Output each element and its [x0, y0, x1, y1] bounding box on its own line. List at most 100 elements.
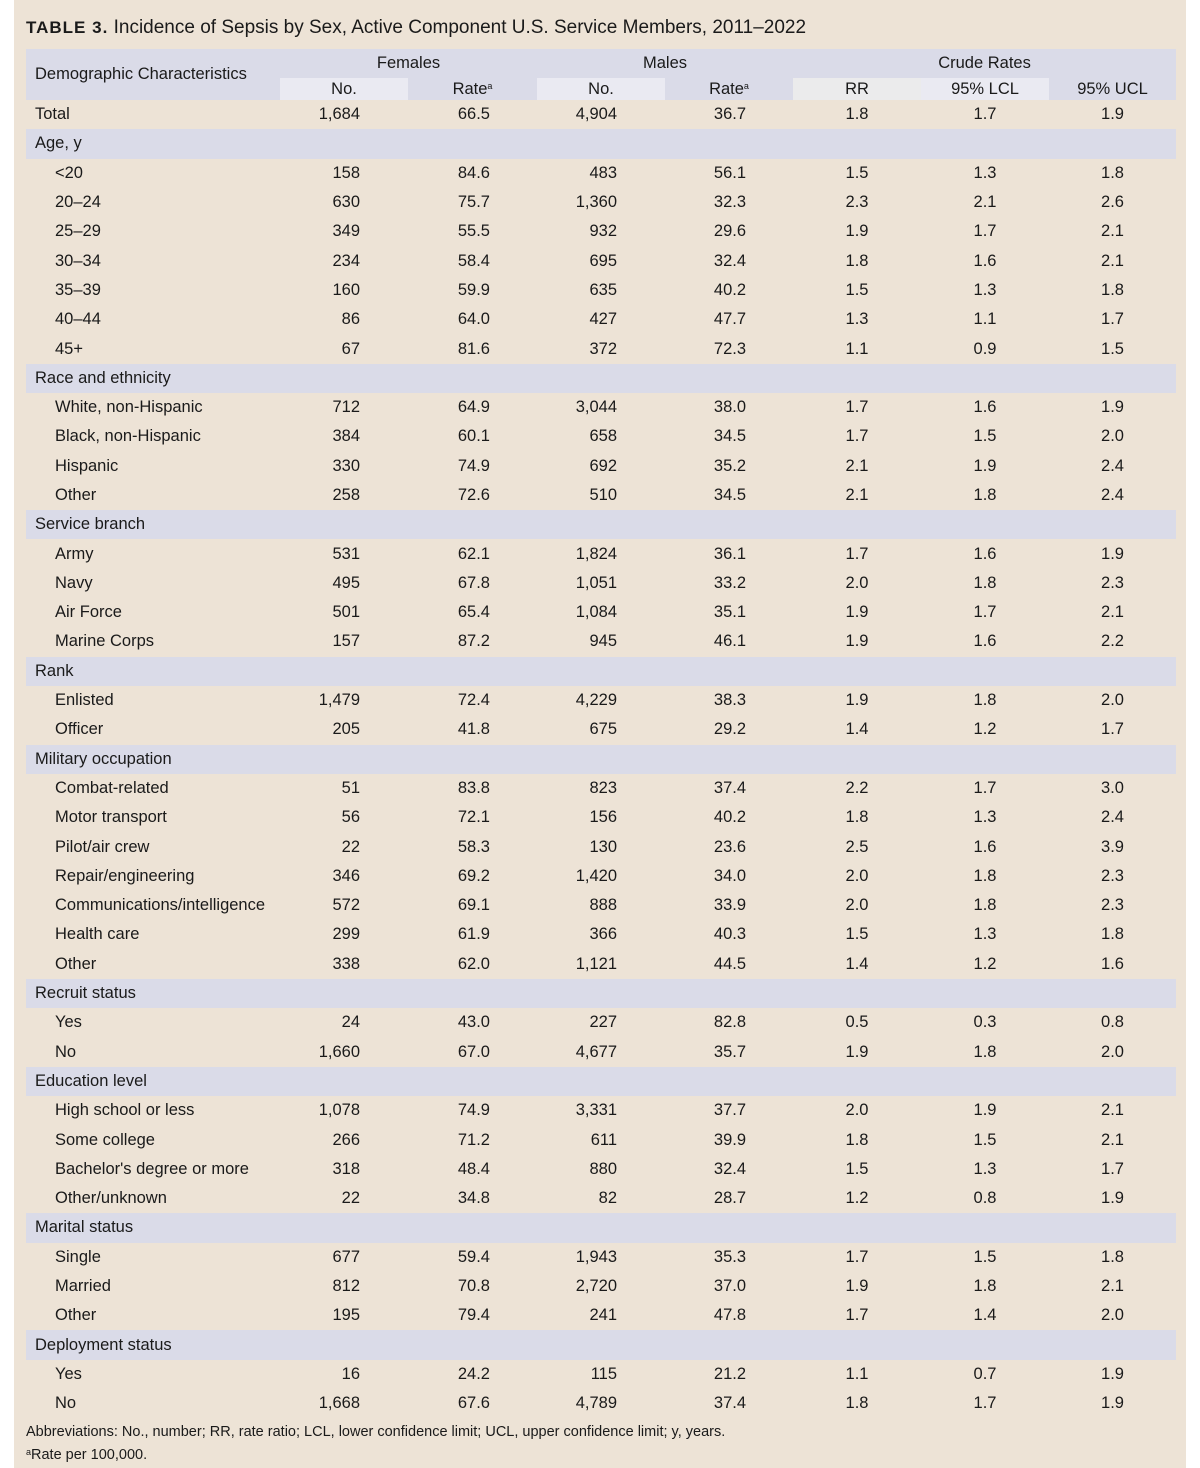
- male-no-cell: 692: [589, 456, 617, 475]
- female-rate-cell: 59.4: [457, 1247, 490, 1266]
- ucl-cell: 2.4: [1101, 486, 1124, 504]
- male-no-cell: 241: [589, 1306, 617, 1325]
- male-no-cell: 372: [589, 339, 617, 358]
- female-rate-cell: 24.2: [457, 1364, 490, 1383]
- male-no-cell: 1,824: [575, 544, 617, 563]
- female-no-cell: 22: [341, 1189, 360, 1208]
- section-row: Rank: [26, 656, 1177, 686]
- male-no-cell: 658: [589, 427, 617, 446]
- rr-cell: 1.1: [845, 339, 869, 358]
- lcl-cell: 0.9: [973, 339, 997, 358]
- female-no-cell: 338: [332, 954, 360, 973]
- table-row: Pilot/air crew 22 58.3 130 23.6 2.5 1.6 3.9: [26, 832, 1176, 861]
- rr-cell: 1.4: [845, 720, 869, 739]
- male-rate-cell: 33.9: [713, 896, 747, 915]
- female-rate-cell: 60.1: [457, 427, 490, 446]
- female-rate-cell: 48.4: [457, 1159, 490, 1178]
- male-no-cell: 1,360: [575, 193, 617, 212]
- header-male-no: No.: [537, 78, 665, 100]
- lcl-cell: 1.1: [973, 310, 997, 329]
- lcl-cell: 1.8: [973, 1277, 997, 1296]
- table-row: Married 812 70.8 2,720 37.0 1.9 1.8 2.1: [26, 1272, 1176, 1301]
- row-label: Health care: [55, 925, 140, 944]
- female-no-cell: 495: [332, 573, 360, 592]
- male-no-cell: 823: [589, 778, 617, 797]
- row-label: Combat-related: [55, 778, 169, 797]
- table-row: Bachelor's degree or more 318 48.4 880 32.4 1…: [26, 1155, 1176, 1184]
- male-rate-cell: 44.5: [713, 954, 747, 973]
- header-rr: RR: [793, 78, 922, 100]
- lcl-cell: 1.3: [973, 280, 997, 299]
- rr-cell: 1.9: [845, 632, 869, 651]
- row-label: Officer: [55, 720, 104, 739]
- male-no-cell: 635: [589, 280, 617, 299]
- rr-cell: 1.8: [845, 1130, 869, 1149]
- table-row: Yes 24 43.0 227 82.8 0.5 0.3 0.8: [26, 1008, 1176, 1037]
- female-no-cell: 299: [332, 925, 360, 944]
- table-row: No 1,668 67.6 4,789 37.4 1.8 1.7 1.9: [26, 1389, 1176, 1418]
- section-label: Deployment status: [26, 1330, 1177, 1360]
- table-row: 30–34 234 58.4 695 32.4 1.8 1.6 2.1: [26, 246, 1176, 275]
- rr-cell: 1.4: [845, 954, 869, 973]
- male-rate-cell: 37.4: [713, 1394, 747, 1413]
- rate-footnote-marker: a: [487, 80, 493, 91]
- ucl-cell: 2.1: [1101, 1130, 1124, 1149]
- lcl-cell: 1.9: [973, 456, 997, 475]
- male-rate-cell: 21.2: [713, 1364, 747, 1383]
- female-no-cell: 234: [332, 251, 360, 270]
- male-rate-cell: 37.4: [713, 778, 747, 797]
- female-rate-cell: 43.0: [457, 1013, 490, 1032]
- male-rate-cell: 38.3: [713, 691, 747, 710]
- section-label: Rank: [26, 656, 1177, 686]
- rr-cell: 1.8: [845, 1394, 869, 1413]
- male-rate-cell: 47.8: [713, 1306, 747, 1325]
- row-label: Yes: [55, 1013, 82, 1032]
- female-no-cell: 160: [332, 280, 360, 299]
- male-rate-cell: 40.2: [713, 280, 747, 299]
- table-row: <20 158 84.6 483 56.1 1.5 1.3 1.8: [26, 159, 1176, 188]
- lcl-cell: 0.3: [973, 1013, 997, 1032]
- header-ucl: 95% UCL: [1049, 78, 1177, 100]
- table-row: Other 258 72.6 510 34.5 2.1 1.8 2.4: [26, 481, 1176, 510]
- header-female-rate: Ratea: [408, 78, 537, 100]
- male-no-cell: 156: [589, 808, 617, 827]
- lcl-cell: 1.7: [973, 222, 997, 241]
- female-no-cell: 1,684: [318, 105, 360, 124]
- rr-cell: 0.5: [845, 1013, 869, 1032]
- ucl-cell: 1.7: [1101, 310, 1124, 329]
- row-label: Bachelor's degree or more: [55, 1159, 249, 1178]
- male-no-cell: 4,677: [575, 1042, 617, 1061]
- female-rate-cell: 64.0: [457, 310, 490, 329]
- female-no-cell: 24: [341, 1013, 360, 1032]
- rr-cell: 1.7: [845, 427, 869, 446]
- male-no-cell: 510: [589, 486, 617, 504]
- row-label: Other: [55, 486, 97, 504]
- ucl-cell: 1.8: [1101, 1247, 1124, 1266]
- female-no-cell: 266: [332, 1130, 360, 1149]
- male-no-cell: 1,051: [575, 573, 617, 592]
- male-rate-cell: 34.5: [713, 486, 747, 504]
- ucl-cell: 1.9: [1101, 544, 1124, 563]
- rr-cell: 2.0: [845, 1101, 869, 1120]
- ucl-cell: 2.1: [1101, 1277, 1124, 1296]
- rr-cell: 1.7: [845, 544, 869, 563]
- female-rate-cell: 83.8: [457, 778, 490, 797]
- rr-cell: 1.5: [845, 280, 869, 299]
- ucl-cell: 2.4: [1101, 456, 1124, 475]
- female-rate-cell: 72.6: [457, 486, 490, 504]
- rr-cell: 1.9: [845, 222, 869, 241]
- row-label: High school or less: [55, 1101, 195, 1120]
- rr-cell: 1.8: [845, 808, 869, 827]
- male-no-cell: 4,229: [575, 691, 617, 710]
- rr-cell: 1.8: [845, 105, 869, 124]
- ucl-cell: 2.6: [1101, 193, 1124, 212]
- row-label: Some college: [55, 1130, 155, 1149]
- ucl-cell: 0.8: [1101, 1013, 1124, 1032]
- header-demographic: Demographic Characteristics: [26, 49, 280, 100]
- male-no-cell: 945: [589, 632, 617, 651]
- female-rate-cell: 67.6: [457, 1394, 490, 1413]
- female-no-cell: 157: [332, 632, 360, 651]
- ucl-cell: 2.3: [1101, 896, 1124, 915]
- ucl-cell: 1.7: [1101, 1159, 1124, 1178]
- male-no-cell: 227: [589, 1013, 617, 1032]
